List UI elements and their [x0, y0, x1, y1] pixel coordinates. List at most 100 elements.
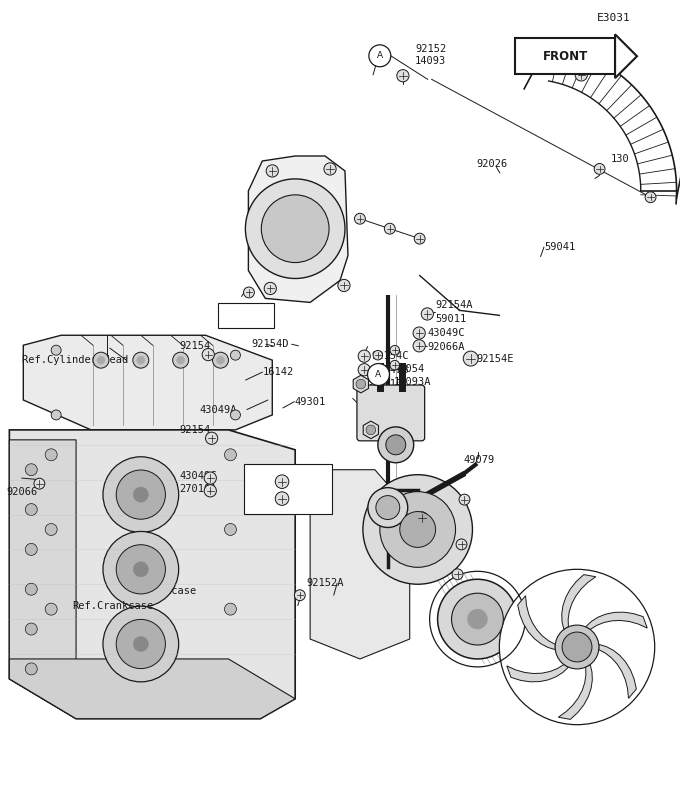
FancyBboxPatch shape — [516, 38, 615, 74]
Polygon shape — [562, 574, 596, 630]
Text: FRONT: FRONT — [543, 50, 588, 62]
Circle shape — [413, 327, 425, 339]
Circle shape — [230, 410, 240, 420]
Text: 49079: 49079 — [464, 454, 495, 465]
Polygon shape — [353, 375, 368, 393]
Circle shape — [225, 523, 236, 535]
Text: 92066A: 92066A — [427, 342, 465, 352]
Circle shape — [116, 470, 165, 519]
Circle shape — [358, 364, 370, 376]
Circle shape — [133, 562, 148, 577]
Circle shape — [202, 349, 215, 361]
Text: 59011: 59011 — [435, 314, 466, 324]
Circle shape — [452, 594, 503, 645]
Text: Ref.Crankcase: Ref.Crankcase — [115, 586, 197, 596]
Text: 27010: 27010 — [371, 379, 402, 389]
Text: 92154C: 92154C — [371, 351, 409, 361]
Circle shape — [176, 356, 185, 364]
Text: 92210: 92210 — [417, 526, 447, 537]
Text: 16142: 16142 — [262, 367, 294, 377]
Circle shape — [422, 308, 433, 320]
Circle shape — [137, 356, 145, 364]
Circle shape — [244, 287, 255, 298]
Circle shape — [355, 214, 365, 224]
Text: Ref.Crankcase: Ref.Crankcase — [73, 601, 154, 610]
Text: 92154D: 92154D — [251, 339, 289, 350]
Text: 92154B: 92154B — [530, 56, 568, 66]
Circle shape — [97, 356, 105, 364]
Circle shape — [25, 464, 37, 476]
Circle shape — [452, 569, 463, 580]
Circle shape — [459, 494, 470, 505]
Text: 49301: 49301 — [294, 397, 326, 406]
Text: A: A — [375, 370, 381, 379]
Text: 92154E: 92154E — [476, 354, 513, 363]
Polygon shape — [363, 421, 379, 438]
Circle shape — [373, 350, 383, 360]
Circle shape — [204, 485, 217, 497]
Text: 92154: 92154 — [179, 341, 210, 351]
Text: 92152: 92152 — [415, 44, 446, 54]
Circle shape — [414, 234, 425, 244]
Polygon shape — [599, 644, 636, 698]
Circle shape — [463, 351, 478, 366]
Circle shape — [133, 352, 148, 368]
Circle shape — [225, 449, 236, 461]
Polygon shape — [310, 470, 410, 659]
Circle shape — [390, 360, 400, 370]
Circle shape — [133, 487, 148, 502]
Circle shape — [467, 609, 488, 629]
Text: 43049C: 43049C — [427, 328, 465, 338]
Circle shape — [103, 457, 178, 533]
Polygon shape — [558, 665, 592, 719]
Polygon shape — [23, 335, 272, 430]
Text: 59041: 59041 — [544, 242, 575, 252]
Text: Ref.Cylinder Head: Ref.Cylinder Head — [22, 355, 128, 365]
Text: 92152A: 92152A — [306, 578, 344, 588]
Circle shape — [116, 545, 165, 594]
Circle shape — [438, 579, 518, 659]
Circle shape — [34, 478, 45, 489]
Polygon shape — [615, 34, 637, 78]
Circle shape — [275, 475, 289, 489]
Text: 49054: 49054 — [394, 364, 425, 374]
Polygon shape — [518, 596, 555, 650]
Circle shape — [413, 340, 425, 352]
Polygon shape — [507, 665, 569, 682]
Circle shape — [397, 70, 409, 82]
Circle shape — [206, 432, 218, 444]
Text: 130: 130 — [610, 154, 629, 164]
Circle shape — [262, 195, 329, 262]
Polygon shape — [10, 440, 76, 718]
Circle shape — [103, 606, 178, 682]
Circle shape — [386, 435, 406, 454]
FancyBboxPatch shape — [219, 302, 274, 328]
Circle shape — [225, 603, 236, 615]
Circle shape — [562, 632, 592, 662]
Circle shape — [51, 346, 61, 355]
Circle shape — [324, 163, 336, 175]
FancyBboxPatch shape — [357, 385, 425, 441]
Circle shape — [51, 410, 61, 420]
Circle shape — [594, 163, 605, 174]
Circle shape — [93, 352, 109, 368]
Circle shape — [358, 350, 370, 362]
Circle shape — [456, 539, 467, 550]
Circle shape — [384, 223, 395, 234]
Circle shape — [376, 496, 400, 519]
Text: E3031: E3031 — [597, 14, 631, 23]
Text: 92026: 92026 — [476, 159, 507, 169]
Polygon shape — [586, 612, 647, 630]
Circle shape — [25, 543, 37, 555]
Circle shape — [45, 523, 57, 535]
FancyBboxPatch shape — [244, 464, 332, 514]
Circle shape — [356, 379, 366, 389]
Text: 43049B: 43049B — [371, 365, 409, 374]
Circle shape — [368, 363, 390, 386]
Text: 92172: 92172 — [221, 306, 252, 316]
Circle shape — [116, 619, 165, 669]
Circle shape — [266, 165, 279, 177]
Circle shape — [380, 492, 456, 567]
Circle shape — [103, 531, 178, 607]
Circle shape — [25, 583, 37, 595]
